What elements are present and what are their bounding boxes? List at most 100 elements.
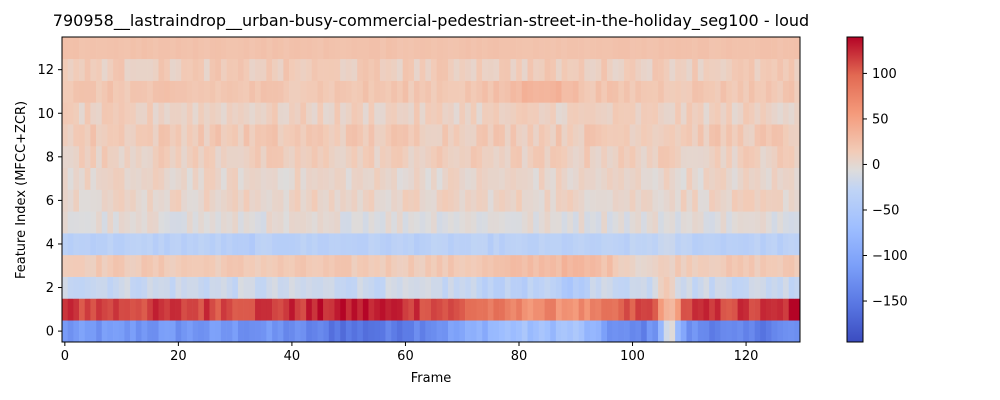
heatmap-cell [192,58,199,81]
heatmap-cell [538,298,545,321]
heatmap-cell [459,80,466,103]
heatmap-cell [419,124,426,147]
heatmap-cell [306,37,313,60]
heatmap-cell [96,124,103,147]
heatmap-cell [629,189,636,212]
heatmap-cell [396,189,403,212]
heatmap-cell [90,298,97,321]
heatmap-cell [107,254,114,277]
heatmap-cell [487,254,494,277]
heatmap-cell [345,80,352,103]
heatmap-cell [720,80,727,103]
heatmap-cell [135,37,142,60]
heatmap-cell [658,320,665,343]
x-axis-label: Frame [411,371,452,386]
heatmap-cell [499,80,506,103]
heatmap-cell [277,167,284,190]
heatmap-cell [675,37,682,60]
heatmap-cell [697,276,704,299]
heatmap-cell [175,189,182,212]
heatmap-cell [396,298,403,321]
heatmap-cell [73,276,80,299]
heatmap-cell [130,80,137,103]
heatmap-cell [465,298,472,321]
heatmap-cell [328,102,335,125]
heatmap-cell [641,189,648,212]
heatmap-cell [516,102,523,125]
heatmap-cell [675,80,682,103]
heatmap-cell [385,233,392,256]
heatmap-cell [692,211,699,234]
heatmap-cell [152,233,159,256]
heatmap-cell [578,298,585,321]
heatmap-cell [237,80,244,103]
heatmap-cell [255,145,261,169]
heatmap-cell [538,320,545,343]
heatmap-cell [442,211,449,234]
heatmap-cell [555,80,562,103]
heatmap-cell [73,145,80,169]
heatmap-cell [379,298,386,321]
heatmap-cell [771,102,778,125]
heatmap-cell [334,254,341,277]
heatmap-cell [130,298,137,321]
heatmap-cell [181,298,188,321]
heatmap-cell [754,276,761,299]
heatmap-cell [260,102,267,125]
heatmap-cell [635,124,642,147]
heatmap-cell [794,254,801,277]
heatmap-cell [652,145,659,169]
heatmap-cell [431,167,437,190]
heatmap-cell [624,167,630,190]
heatmap-cell [379,58,386,81]
heatmap-cell [459,211,466,234]
heatmap-cell [538,145,545,169]
heatmap-cell [118,233,125,256]
heatmap-cell [470,145,477,169]
heatmap-cell [794,276,801,299]
heatmap-cell [192,80,199,103]
heatmap-cell [113,298,120,321]
heatmap-cell [737,124,744,147]
heatmap-cell [90,102,97,125]
heatmap-cell [680,211,687,234]
heatmap-cell [84,320,91,343]
heatmap-cell [487,233,494,256]
heatmap-cell [413,254,420,277]
heatmap-cell [73,254,80,277]
heatmap-cell [255,211,261,234]
heatmap-cell [186,233,193,256]
heatmap-cell [754,233,761,256]
heatmap-cell [289,124,296,147]
heatmap-cell [237,233,244,256]
heatmap-cell [448,298,455,321]
heatmap-cell [118,189,125,212]
heatmap-cell [306,276,313,299]
heatmap-cell [533,58,540,81]
heatmap-cell [669,80,676,103]
heatmap-cell [130,167,137,190]
heatmap-cell [714,102,721,125]
heatmap-cell [777,211,784,234]
heatmap-cell [147,167,154,190]
heatmap-cell [413,37,420,60]
heatmap-cell [538,254,545,277]
heatmap-cell [459,58,466,81]
heatmap-cell [504,102,511,125]
heatmap-cell [413,167,420,190]
heatmap-cell [589,298,596,321]
heatmap-cell [164,102,171,125]
heatmap-cell [425,58,432,81]
heatmap-cell [209,102,216,125]
heatmap-cell [96,102,103,125]
heatmap-cell [760,102,767,125]
heatmap-cell [760,233,767,256]
heatmap-cell [306,298,313,321]
heatmap-cell [760,124,767,147]
heatmap-cell [425,102,432,125]
heatmap-cell [203,189,210,212]
heatmap-cell [141,276,148,299]
heatmap-cell [90,189,97,212]
heatmap-cell [118,167,125,190]
y-tick-label: 4 [46,237,54,252]
